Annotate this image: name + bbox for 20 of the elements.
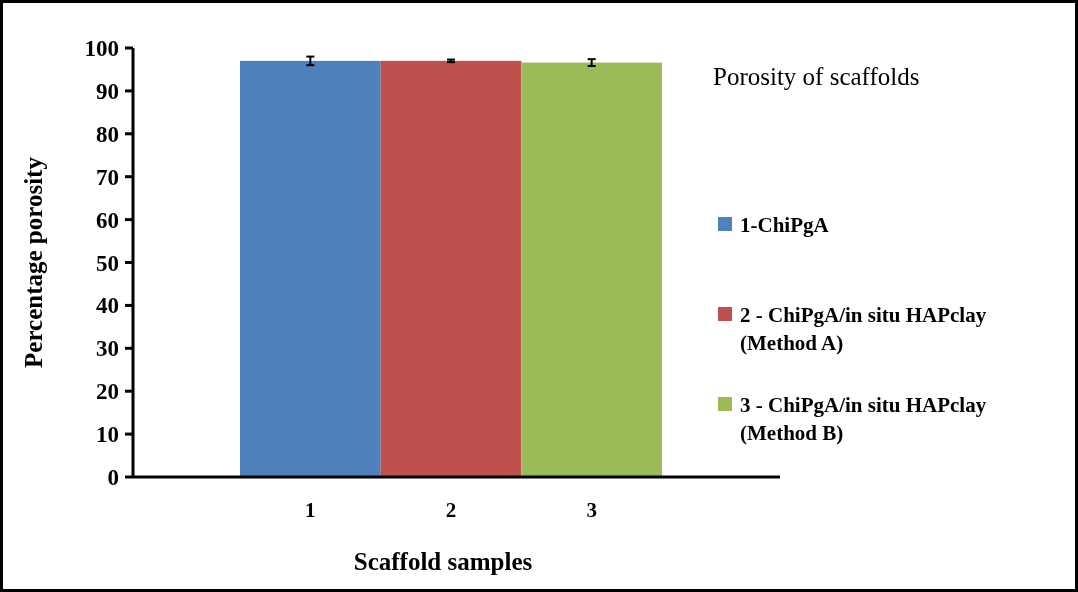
y-axis-title: Percentage porosity (20, 156, 47, 368)
y-tick-label: 90 (96, 78, 119, 104)
y-tick-label: 50 (96, 250, 119, 276)
y-tick-label: 20 (96, 379, 119, 405)
y-tick-label: 10 (96, 422, 119, 448)
y-tick-label: 100 (84, 36, 119, 62)
legend-label: 3 - ChiPgA/in situ HAPclay (Method B) (740, 393, 987, 445)
text: Porosity of scaffolds (713, 63, 920, 90)
x-tick-label: 2 (445, 498, 457, 522)
y-tick-label: 70 (96, 164, 119, 190)
y-tick-label: 0 (107, 465, 119, 491)
x-tick-label: 1 (305, 498, 316, 522)
y-tick-label: 30 (96, 336, 119, 362)
y-tick-label: 60 (96, 207, 119, 233)
y-tick-label: 80 (96, 121, 119, 147)
x-tick-label: 3 (586, 498, 597, 522)
y-tick-label: 40 (96, 293, 119, 319)
x-axis-title: Scaffold samples (353, 548, 533, 575)
legend-label: 1-ChiPgA (740, 213, 830, 238)
legend-label: 2 - ChiPgA/in situ HAPclay (Method A) (740, 303, 987, 355)
